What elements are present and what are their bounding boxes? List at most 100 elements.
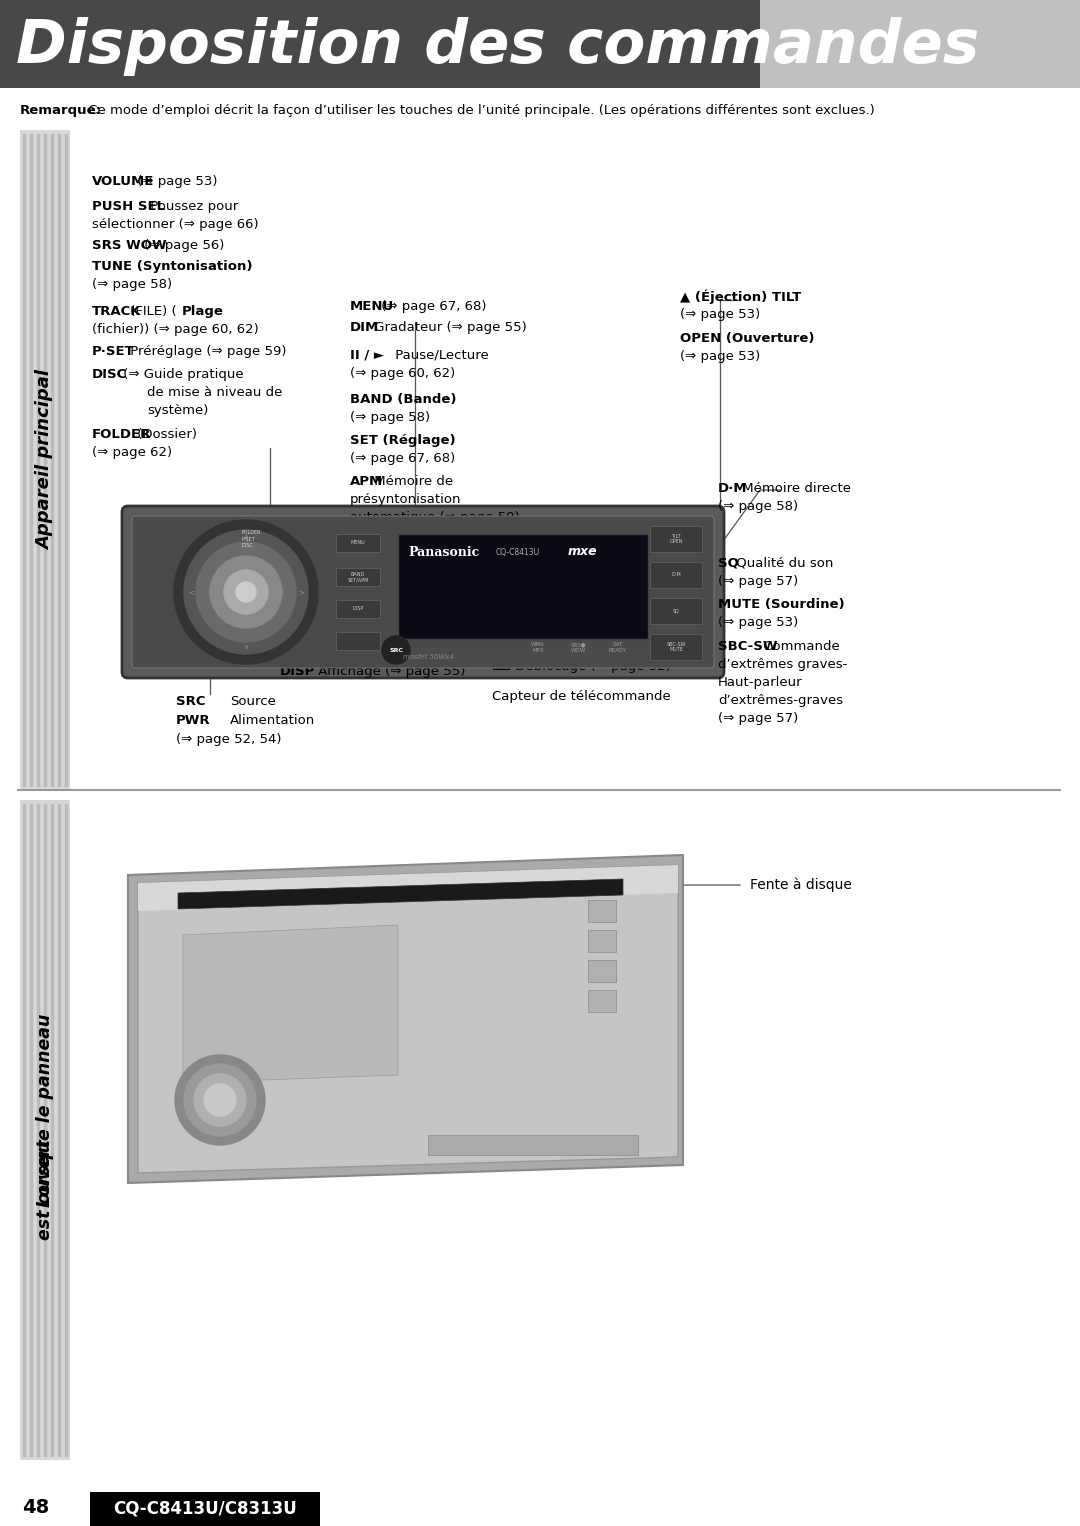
Text: ⌨ Déblocage (⇒ page 52): ⌨ Déblocage (⇒ page 52) (492, 661, 671, 673)
Text: PUSH SEL: PUSH SEL (92, 200, 165, 214)
Text: ▲ (Éjection) TILT: ▲ (Éjection) TILT (680, 290, 801, 305)
Text: (⇒ page 53): (⇒ page 53) (718, 617, 798, 629)
Bar (588, 900, 616, 922)
Text: SBC-SW
MUTE: SBC-SW MUTE (666, 641, 686, 653)
Text: VOLUME: VOLUME (92, 175, 154, 188)
Polygon shape (138, 865, 678, 911)
Bar (760, 0, 1080, 89)
Circle shape (174, 520, 318, 664)
Text: Source: Source (230, 694, 275, 708)
Text: Poussez pour: Poussez pour (147, 200, 239, 214)
Bar (21, 800, 70, 1460)
Text: Pause/Lecture: Pause/Lecture (391, 349, 488, 362)
Text: présyntonisation: présyntonisation (350, 493, 461, 507)
Polygon shape (178, 879, 623, 909)
Text: de mise à niveau de: de mise à niveau de (147, 386, 282, 398)
Text: SRC: SRC (389, 647, 403, 653)
Text: <: < (188, 589, 194, 595)
Text: (⇒ page 60, 62): (⇒ page 60, 62) (350, 366, 456, 380)
Bar (336, 632, 380, 650)
Text: est ouvert: est ouvert (36, 1140, 54, 1241)
Text: MENU: MENU (350, 301, 394, 313)
Text: MUTE (Sourdine): MUTE (Sourdine) (718, 598, 845, 610)
Text: >: > (298, 589, 303, 595)
Text: BAND
SET/APM: BAND SET/APM (348, 572, 368, 583)
Circle shape (194, 1074, 246, 1126)
Text: DISP: DISP (280, 665, 315, 678)
Circle shape (195, 542, 296, 642)
Circle shape (184, 530, 308, 655)
Bar (428, 1135, 638, 1155)
Polygon shape (138, 865, 678, 1173)
Text: Affichage (⇒ page 55): Affichage (⇒ page 55) (314, 665, 465, 678)
Text: Disposition des commandes: Disposition des commandes (16, 17, 980, 76)
Text: (⇒ page 56): (⇒ page 56) (139, 240, 224, 252)
Text: (⇒ page 53): (⇒ page 53) (680, 349, 760, 363)
Text: (⇒ page 58): (⇒ page 58) (92, 278, 172, 291)
Text: Remarque:: Remarque: (21, 104, 102, 118)
Text: SRC: SRC (176, 694, 205, 708)
Text: (⇒ page 62): (⇒ page 62) (92, 446, 172, 459)
Text: DISP: DISP (352, 606, 364, 612)
Text: SRS●
WOW: SRS● WOW (570, 642, 585, 653)
Text: SRS WOW: SRS WOW (92, 240, 166, 252)
Text: DISC: DISC (92, 368, 127, 382)
Text: automatique (⇒ page 59): automatique (⇒ page 59) (350, 511, 519, 523)
Text: (⇒ page 52, 54): (⇒ page 52, 54) (176, 732, 282, 746)
Text: SBC-SW: SBC-SW (718, 639, 778, 653)
Text: Capteur de télécommande: Capteur de télécommande (492, 690, 671, 703)
Text: sélectionner (⇒ page 66): sélectionner (⇒ page 66) (92, 218, 258, 230)
Bar (588, 960, 616, 983)
Text: TUNE (Syntonisation): TUNE (Syntonisation) (92, 259, 253, 273)
Bar (336, 568, 380, 586)
Text: (⇒ page 57): (⇒ page 57) (718, 713, 798, 725)
Text: (⇒ page 57): (⇒ page 57) (718, 575, 798, 588)
FancyBboxPatch shape (122, 507, 724, 678)
Text: système): système) (147, 404, 208, 417)
Text: (⇒ page 53): (⇒ page 53) (133, 175, 217, 188)
Text: TRACK: TRACK (92, 305, 141, 317)
Text: Qualité du son: Qualité du son (731, 557, 833, 571)
Text: D·M: D·M (718, 482, 747, 494)
Text: (Dossier): (Dossier) (133, 427, 197, 441)
Text: mosfet 50Wx4: mosfet 50Wx4 (403, 655, 454, 661)
Text: DIM: DIM (350, 320, 379, 334)
Text: APM: APM (350, 475, 383, 488)
Text: FOLDER: FOLDER (92, 427, 151, 441)
Bar (21, 130, 70, 790)
Text: Fente à disque: Fente à disque (750, 877, 852, 893)
Text: (⇒ page 53): (⇒ page 53) (680, 308, 760, 320)
Text: Alimentation: Alimentation (230, 714, 315, 726)
Bar (650, 633, 702, 661)
Circle shape (184, 1064, 256, 1135)
Text: OPEN (Ouverture): OPEN (Ouverture) (680, 333, 814, 345)
Text: WMA
MP3: WMA MP3 (531, 642, 545, 653)
Text: BAND (Bande): BAND (Bande) (350, 394, 457, 406)
Text: SET (Réglage): SET (Réglage) (350, 433, 456, 447)
Text: Lorsque le panneau: Lorsque le panneau (36, 1013, 54, 1207)
Text: SQ: SQ (718, 557, 739, 571)
Text: (⇒ page 67, 68): (⇒ page 67, 68) (350, 452, 456, 465)
Circle shape (204, 1083, 237, 1116)
Circle shape (382, 636, 410, 664)
Text: (fichier)) (⇒ page 60, 62): (fichier)) (⇒ page 60, 62) (92, 324, 259, 336)
Text: P·SET: P·SET (92, 345, 135, 359)
Text: CQ-C8413U/C8313U: CQ-C8413U/C8313U (113, 1500, 297, 1518)
Text: Gradateur (⇒ page 55): Gradateur (⇒ page 55) (370, 320, 527, 334)
Text: Haut-parleur: Haut-parleur (718, 676, 802, 690)
Text: mxe: mxe (568, 545, 597, 559)
Circle shape (224, 571, 268, 613)
Text: SAT
READY: SAT READY (609, 642, 627, 653)
Text: CQ-C8413U: CQ-C8413U (496, 548, 540, 557)
Bar (588, 990, 616, 1012)
Text: SQ: SQ (673, 609, 679, 613)
Text: TILT
OPEN: TILT OPEN (670, 534, 683, 545)
Text: Plage: Plage (183, 305, 224, 317)
Text: Mémoire de: Mémoire de (370, 475, 454, 488)
Text: MENU: MENU (351, 540, 365, 545)
Text: d’extrêmes-graves: d’extrêmes-graves (718, 694, 843, 707)
Polygon shape (183, 925, 399, 1083)
Text: Mémoire directe: Mémoire directe (739, 482, 851, 494)
FancyBboxPatch shape (132, 516, 714, 668)
Text: (⇒ page 67, 68): (⇒ page 67, 68) (377, 301, 487, 313)
